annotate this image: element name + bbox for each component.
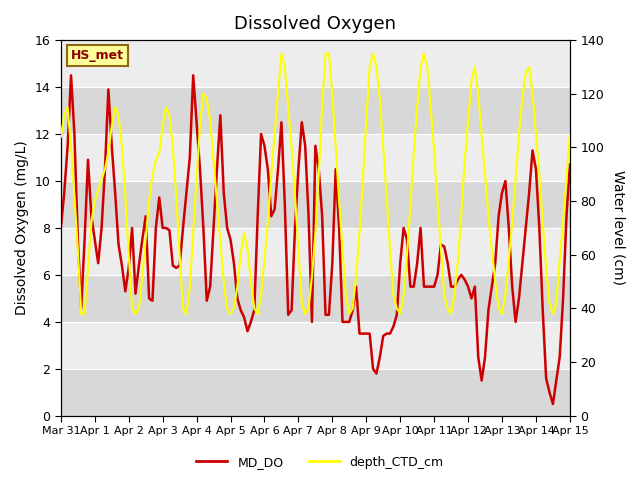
Legend: MD_DO, depth_CTD_cm: MD_DO, depth_CTD_cm: [191, 451, 449, 474]
Bar: [61, 40, 570, 87]
Title: Dissolved Oxygen: Dissolved Oxygen: [234, 15, 396, 33]
Text: HS_met: HS_met: [71, 49, 124, 62]
Y-axis label: Dissolved Oxygen (mg/L): Dissolved Oxygen (mg/L): [15, 141, 29, 315]
Bar: [61, 322, 570, 369]
Bar: [61, 228, 570, 275]
Bar: [61, 134, 570, 181]
Y-axis label: Water level (cm): Water level (cm): [611, 170, 625, 286]
